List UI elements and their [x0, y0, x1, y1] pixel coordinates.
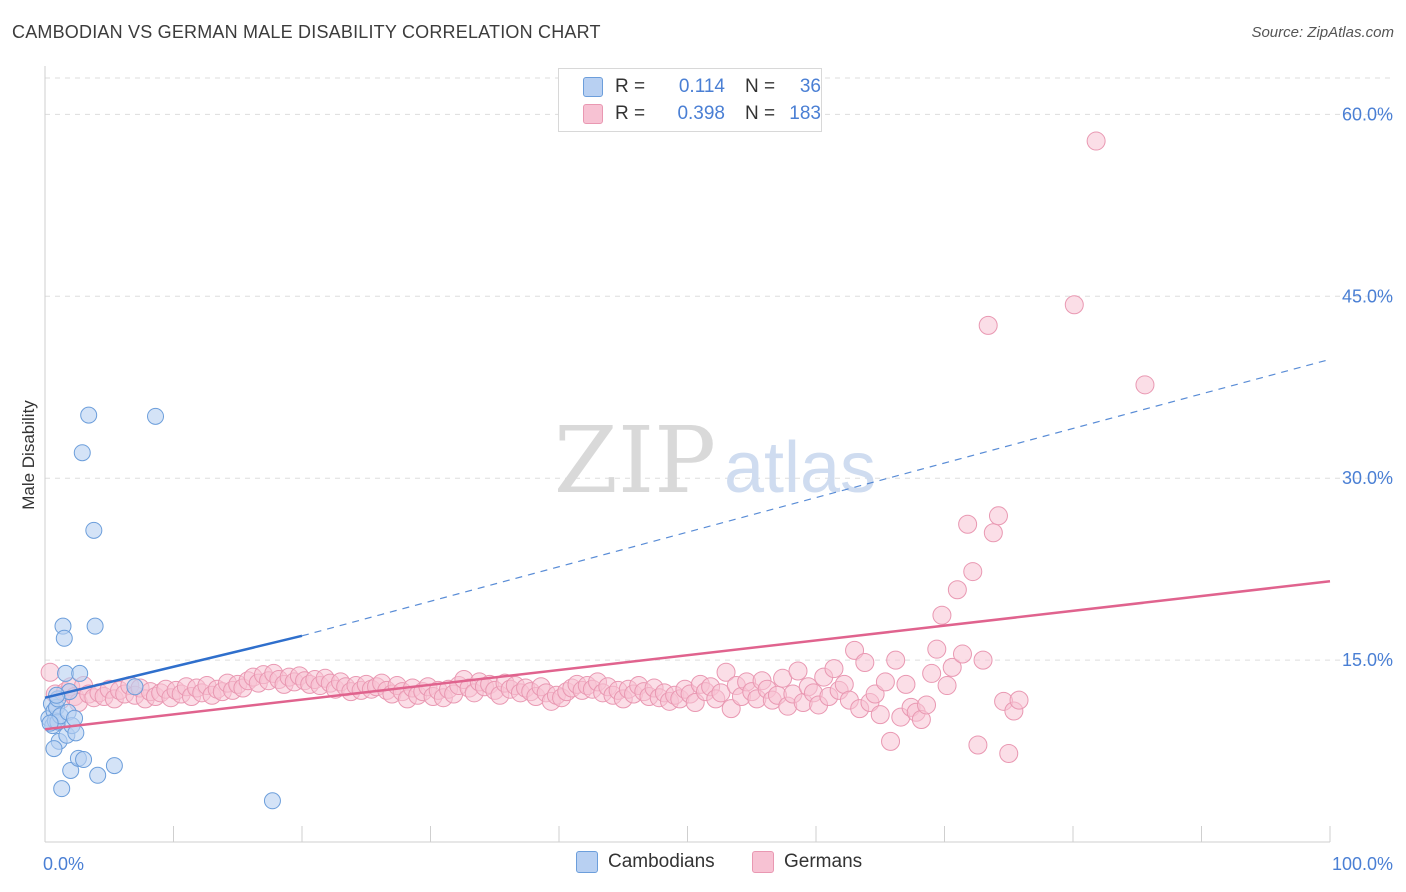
germans-point: [963, 562, 983, 582]
legend-n-label: N =: [745, 103, 776, 124]
germans-point: [855, 653, 875, 673]
germans-point: [1135, 375, 1155, 395]
germans-point: [721, 699, 741, 719]
germans-point: [927, 639, 947, 659]
germans-point: [947, 580, 967, 600]
germans-point: [788, 661, 808, 681]
germans-point: [824, 659, 844, 679]
cambodians-point: [71, 664, 89, 682]
legend-row-germans: R = 0.398 N = 183: [583, 102, 821, 126]
germans-point: [716, 662, 736, 682]
germans-label: Germans: [784, 851, 863, 872]
germans-swatch: [752, 851, 774, 873]
germans-point: [917, 695, 937, 715]
y-axis-label: Male Disability: [19, 400, 38, 510]
cambodians-point: [126, 678, 144, 696]
cambodians-point: [105, 757, 123, 775]
legend-r-value: 0.114: [678, 76, 725, 97]
cambodians-point: [66, 709, 84, 727]
cambodians-point: [75, 751, 93, 769]
watermark-zip: ZIP: [554, 407, 716, 514]
cambodians-point: [80, 406, 98, 424]
legend-swatch-germans: [583, 104, 603, 124]
germans-point: [968, 735, 988, 755]
cambodians-point: [55, 629, 73, 647]
germans-point: [932, 605, 952, 625]
cambodians-swatch: [576, 851, 598, 873]
legend-item-cambodians[interactable]: Cambodians: [576, 851, 715, 873]
germans-point: [845, 640, 865, 660]
germans-point: [937, 676, 957, 696]
germans-point: [983, 523, 1003, 543]
germans-point: [978, 315, 998, 335]
chart-title: CAMBODIAN VS GERMAN MALE DISABILITY CORR…: [12, 22, 601, 42]
axis-labels: 15.0% 30.0% 45.0% 60.0% 0.0% 100.0%: [43, 104, 1393, 874]
legend-row-cambodians: R = 0.114 N = 36: [583, 75, 821, 99]
source-label: Source: ZipAtlas.com: [1251, 24, 1394, 41]
cambodians-point: [86, 617, 104, 635]
legend-r-label: R =: [615, 76, 646, 97]
cambodians-trend-line: [44, 634, 303, 699]
germans-point: [922, 663, 942, 683]
germans-point: [40, 662, 60, 682]
cambodians-point: [57, 664, 75, 682]
grid-lines: [45, 77, 1395, 661]
germans-point: [973, 650, 993, 670]
legend-n-label: N =: [745, 76, 776, 97]
cambodians-label: Cambodians: [608, 851, 715, 872]
germans-point: [942, 657, 962, 677]
germans-point: [999, 743, 1019, 763]
germans-point: [773, 668, 793, 688]
watermark: ZIP atlas: [554, 407, 876, 514]
y-tick-label: 30.0%: [1342, 468, 1393, 488]
y-tick-label: 45.0%: [1342, 286, 1393, 306]
germans-point: [711, 683, 731, 703]
cambodians-trend-extension: [301, 358, 1331, 637]
cambodians-point: [89, 766, 107, 784]
series-legend: Cambodians Germans: [0, 851, 1406, 879]
germans-point: [896, 674, 916, 694]
germans-point: [865, 684, 885, 704]
cambodians-points: [40, 406, 281, 810]
legend-swatch-cambodians: [583, 77, 603, 97]
cambodians-point: [45, 740, 63, 758]
germans-point: [1009, 690, 1029, 710]
watermark-atlas: atlas: [724, 428, 876, 508]
legend-r-label: R =: [615, 103, 646, 124]
germans-point: [988, 506, 1008, 526]
correlation-legend: R = 0.114 N = 36 R = 0.398 N = 183: [558, 68, 822, 132]
germans-point: [875, 672, 895, 692]
x-tick-label-min: 0.0%: [43, 854, 84, 874]
y-tick-label: 60.0%: [1342, 104, 1393, 124]
x-tick-label-max: 100.0%: [1332, 854, 1393, 874]
germans-point: [881, 731, 901, 751]
germans-point: [1064, 295, 1084, 315]
cambodians-point: [53, 780, 71, 798]
cambodians-point: [73, 444, 91, 462]
legend-n-value: 36: [799, 76, 821, 97]
germans-point: [870, 705, 890, 725]
legend-item-germans[interactable]: Germans: [752, 851, 862, 873]
cambodians-point: [62, 761, 80, 779]
germans-trend-line: [44, 580, 1331, 731]
cambodians-point: [147, 407, 165, 425]
germans-points: [40, 131, 1155, 763]
trend-lines: [44, 358, 1331, 731]
legend-n-value: 183: [789, 103, 821, 124]
germans-point: [1086, 131, 1106, 151]
cambodians-point: [263, 792, 281, 810]
legend-r-value: 0.398: [677, 103, 725, 124]
y-tick-label: 15.0%: [1342, 650, 1393, 670]
germans-point: [886, 650, 906, 670]
germans-point: [958, 514, 978, 534]
germans-point: [834, 674, 854, 694]
cambodians-point: [85, 521, 103, 539]
germans-point: [952, 644, 972, 664]
